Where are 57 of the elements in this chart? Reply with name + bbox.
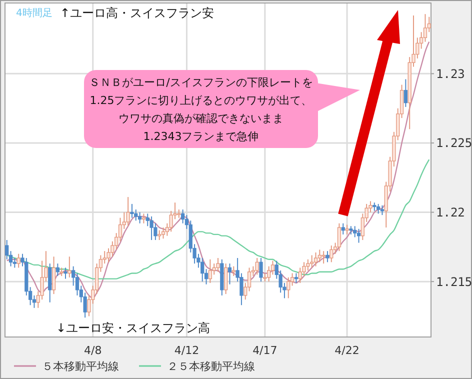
- x-tick-label: 4/8: [84, 344, 102, 357]
- annotation: ↓ユーロ安・スイスフラン高: [56, 321, 210, 335]
- candlestick: [345, 224, 349, 235]
- candlestick: [255, 258, 259, 276]
- candlestick: [161, 227, 166, 240]
- candlestick: [353, 226, 357, 238]
- candlestick: [130, 203, 134, 218]
- candlestick: [404, 78, 408, 108]
- annotation: ↑ユーロ高・スイスフラン安: [60, 6, 214, 20]
- candlestick: [64, 267, 68, 280]
- candlestick: [16, 253, 20, 268]
- candlestick: [56, 263, 60, 277]
- y-tick-label: 1.22: [436, 205, 465, 220]
- annotation: ウワサの真偽が確認できないまま: [118, 112, 284, 125]
- candlestick: [337, 222, 342, 252]
- candlestick: [200, 258, 204, 282]
- line-series: [6, 41, 430, 299]
- y-tick-label: 1.225: [436, 136, 472, 150]
- candlestick: [356, 228, 361, 244]
- candlestick: [48, 263, 52, 303]
- candlestick: [318, 249, 322, 263]
- candlestick: [376, 203, 380, 214]
- candlestick: [158, 230, 162, 240]
- candlestick: [286, 276, 290, 299]
- x-tick-label: 4/12: [174, 344, 200, 357]
- candlestick: [259, 258, 263, 282]
- y-tick-label: 1.23: [436, 66, 465, 81]
- annotation: 1.25フランに切り上げるとのウワサが出て、: [90, 94, 312, 107]
- y-tick-label: 1.215: [436, 274, 472, 289]
- candlestick: [150, 216, 154, 240]
- candlestick: [126, 196, 130, 227]
- candlestick: [142, 213, 146, 224]
- candlestick: [314, 252, 318, 267]
- candlestick: [341, 222, 345, 235]
- candlestick: [232, 266, 236, 277]
- candlestick: [216, 258, 220, 272]
- candlestick: [380, 204, 384, 216]
- candlestick: [294, 272, 298, 284]
- x-tick-label: 4/17: [252, 344, 278, 357]
- annotation: 4時間足: [16, 7, 52, 19]
- candlestick: [228, 263, 232, 285]
- x-tick-label: 4/22: [334, 344, 360, 357]
- annotation: ＳＮＢがユーロ/スイスフランの下限レートを: [89, 76, 313, 89]
- candlestick: [326, 250, 330, 263]
- candlestick: [224, 263, 228, 295]
- legend-label: ５本移動平均線: [42, 360, 119, 373]
- candlestick: [52, 256, 56, 295]
- candlestick: [138, 212, 142, 224]
- candlestick: [208, 258, 212, 284]
- candlestick: [330, 245, 334, 263]
- candlestick: [5, 239, 9, 260]
- legend-label: ２５本移動平均線: [167, 360, 255, 373]
- candlestick: [102, 250, 106, 264]
- annotation: 1.2343フランまで急伸: [143, 130, 259, 143]
- candlestick: [322, 250, 326, 264]
- candlestick: [68, 256, 72, 278]
- candlestick: [310, 254, 314, 268]
